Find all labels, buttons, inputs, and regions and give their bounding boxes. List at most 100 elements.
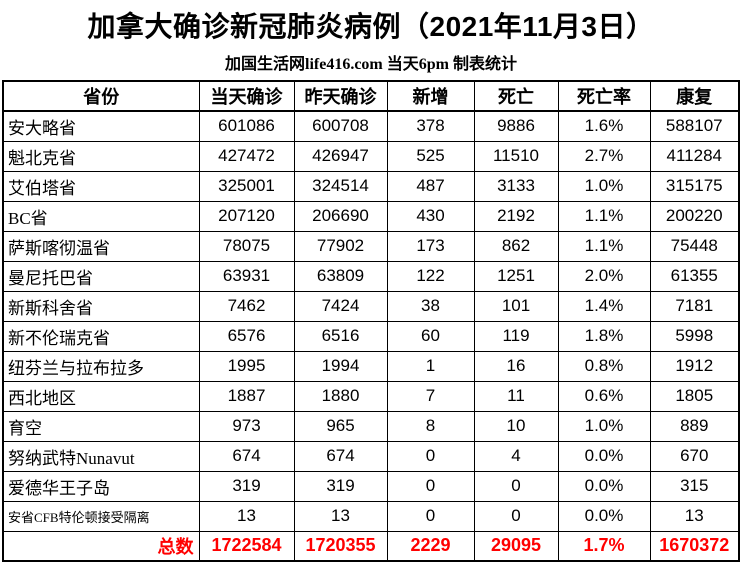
province-cell: 西北地区 <box>2 380 200 412</box>
total-value-cell: 29095 <box>473 530 559 562</box>
table-row: 爱德华王子岛 319 319 0 0 0.0% 315 <box>2 470 740 502</box>
table-row: 育空 973 965 8 10 1.0% 889 <box>2 410 740 442</box>
value-cell: 77902 <box>293 230 388 262</box>
value-cell: 674 <box>198 440 295 472</box>
value-cell: 207120 <box>198 200 295 232</box>
value-cell: 601086 <box>198 110 295 142</box>
column-header-1: 当天确诊 <box>198 80 295 112</box>
value-cell: 13 <box>198 500 295 532</box>
value-cell: 674 <box>293 440 388 472</box>
value-cell: 325001 <box>198 170 295 202</box>
value-cell: 973 <box>198 410 295 442</box>
value-cell: 206690 <box>293 200 388 232</box>
value-cell: 1887 <box>198 380 295 412</box>
value-cell: 0.0% <box>557 500 651 532</box>
value-cell: 0.0% <box>557 470 651 502</box>
table-row: 艾伯塔省 325001 324514 487 3133 1.0% 315175 <box>2 170 740 202</box>
value-cell: 862 <box>473 230 559 262</box>
value-cell: 122 <box>386 260 475 292</box>
value-cell: 1251 <box>473 260 559 292</box>
value-cell: 588107 <box>649 110 740 142</box>
value-cell: 7181 <box>649 290 740 322</box>
value-cell: 63809 <box>293 260 388 292</box>
table-row: 新斯科舍省 7462 7424 38 101 1.4% 7181 <box>2 290 740 322</box>
value-cell: 7462 <box>198 290 295 322</box>
total-label-cell: 总数 <box>2 530 200 562</box>
value-cell: 63931 <box>198 260 295 292</box>
value-cell: 1.1% <box>557 200 651 232</box>
value-cell: 101 <box>473 290 559 322</box>
value-cell: 5998 <box>649 320 740 352</box>
table-header-row: 省份 当天确诊 昨天确诊 新增 死亡 死亡率 康复 <box>2 80 740 112</box>
province-cell: 努纳武特Nunavut <box>2 440 200 472</box>
value-cell: 0 <box>386 500 475 532</box>
value-cell: 430 <box>386 200 475 232</box>
table-row: 西北地区 1887 1880 7 11 0.6% 1805 <box>2 380 740 412</box>
value-cell: 3133 <box>473 170 559 202</box>
province-cell: 曼尼托巴省 <box>2 260 200 292</box>
value-cell: 16 <box>473 350 559 382</box>
table-row: BC省 207120 206690 430 2192 1.1% 200220 <box>2 200 740 232</box>
value-cell: 119 <box>473 320 559 352</box>
value-cell: 1.1% <box>557 230 651 262</box>
value-cell: 319 <box>293 470 388 502</box>
value-cell: 4 <box>473 440 559 472</box>
province-cell: 新不伦瑞克省 <box>2 320 200 352</box>
value-cell: 0.0% <box>557 440 651 472</box>
page-title: 加拿大确诊新冠肺炎病例（2021年11月3日） <box>87 11 655 42</box>
value-cell: 0 <box>473 470 559 502</box>
column-header-4: 死亡 <box>473 80 559 112</box>
value-cell: 487 <box>386 170 475 202</box>
value-cell: 1880 <box>293 380 388 412</box>
table-row: 安省CFB特伦顿接受隔离 13 13 0 0 0.0% 13 <box>2 500 740 532</box>
value-cell: 670 <box>649 440 740 472</box>
value-cell: 1 <box>386 350 475 382</box>
value-cell: 7 <box>386 380 475 412</box>
total-value-cell: 1670372 <box>649 530 740 562</box>
value-cell: 11510 <box>473 140 559 172</box>
value-cell: 173 <box>386 230 475 262</box>
province-cell: 安省CFB特伦顿接受隔离 <box>2 500 200 532</box>
table-row: 努纳武特Nunavut 674 674 0 4 0.0% 670 <box>2 440 740 472</box>
value-cell: 426947 <box>293 140 388 172</box>
province-cell: BC省 <box>2 200 200 232</box>
table-total-row: 总数 1722584 1720355 2229 29095 1.7% 1670372 <box>2 530 740 562</box>
value-cell: 315 <box>649 470 740 502</box>
value-cell: 60 <box>386 320 475 352</box>
value-cell: 1995 <box>198 350 295 382</box>
table-row: 安大略省 601086 600708 378 9886 1.6% 588107 <box>2 110 740 142</box>
value-cell: 315175 <box>649 170 740 202</box>
value-cell: 0.6% <box>557 380 651 412</box>
value-cell: 11 <box>473 380 559 412</box>
province-cell: 新斯科舍省 <box>2 290 200 322</box>
page-subtitle: 加国生活网life416.com 当天6pm 制表统计 <box>225 56 517 73</box>
table-row: 纽芬兰与拉布拉多 1995 1994 1 16 0.8% 1912 <box>2 350 740 382</box>
value-cell: 0 <box>386 440 475 472</box>
value-cell: 427472 <box>198 140 295 172</box>
total-value-cell: 1722584 <box>198 530 295 562</box>
value-cell: 1.8% <box>557 320 651 352</box>
value-cell: 0 <box>473 500 559 532</box>
value-cell: 1805 <box>649 380 740 412</box>
value-cell: 200220 <box>649 200 740 232</box>
value-cell: 1.0% <box>557 410 651 442</box>
value-cell: 319 <box>198 470 295 502</box>
value-cell: 1.0% <box>557 170 651 202</box>
value-cell: 13 <box>649 500 740 532</box>
value-cell: 1994 <box>293 350 388 382</box>
value-cell: 78075 <box>198 230 295 262</box>
table-row: 新不伦瑞克省 6576 6516 60 119 1.8% 5998 <box>2 320 740 352</box>
value-cell: 75448 <box>649 230 740 262</box>
value-cell: 10 <box>473 410 559 442</box>
province-cell: 魁北克省 <box>2 140 200 172</box>
total-value-cell: 2229 <box>386 530 475 562</box>
value-cell: 8 <box>386 410 475 442</box>
column-header-0: 省份 <box>2 80 200 112</box>
value-cell: 525 <box>386 140 475 172</box>
total-value-cell: 1.7% <box>557 530 651 562</box>
value-cell: 324514 <box>293 170 388 202</box>
value-cell: 965 <box>293 410 388 442</box>
value-cell: 6516 <box>293 320 388 352</box>
value-cell: 2.0% <box>557 260 651 292</box>
value-cell: 0.8% <box>557 350 651 382</box>
